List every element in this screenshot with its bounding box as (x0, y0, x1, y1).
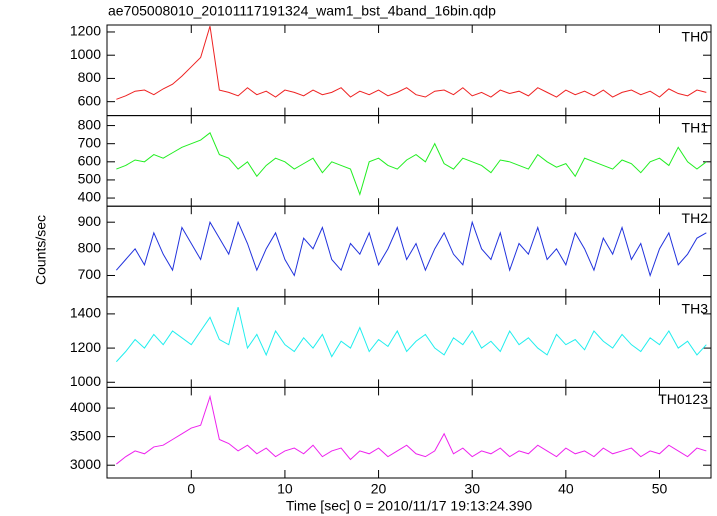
light-curve (116, 26, 707, 100)
x-tick-label: 40 (558, 481, 574, 497)
panel-frame (106, 205, 712, 298)
panel-label: TH3 (682, 301, 709, 317)
y-tick-label: 500 (78, 171, 102, 187)
x-tick-label: 10 (277, 481, 293, 497)
y-tick-label: 800 (78, 116, 102, 132)
chart-title: ae705008010_20101117191324_wam1_bst_4ban… (108, 3, 496, 19)
y-axis-label: Counts/sec (33, 215, 49, 285)
y-tick-label: 1200 (70, 339, 101, 355)
y-tick-label: 1000 (70, 46, 101, 62)
y-tick-label: 700 (78, 266, 102, 282)
x-tick-label: 50 (652, 481, 668, 497)
y-tick-label: 400 (78, 189, 102, 205)
panel-frame (106, 24, 712, 117)
light-curve (115, 220, 707, 278)
y-tick-label: 3500 (70, 427, 101, 443)
y-tick-label: 3000 (70, 456, 101, 472)
y-tick-label: 600 (78, 153, 102, 169)
y-tick-label: 900 (78, 213, 102, 229)
y-tick-label: 1400 (70, 305, 101, 321)
x-axis-label: Time [sec] 0 = 2010/11/17 19:13:24.390 (286, 498, 533, 514)
y-tick-label: 800 (78, 69, 102, 85)
y-tick-label: 1000 (70, 373, 101, 389)
panel-frame (106, 386, 712, 479)
light-curve (116, 394, 707, 465)
y-tick-label: 700 (78, 134, 102, 150)
x-tick-label: 0 (187, 481, 195, 497)
y-tick-label: 4000 (70, 399, 101, 415)
x-tick-label: 20 (371, 481, 387, 497)
panel-label: TH1 (682, 119, 709, 135)
panel-label: TH0123 (658, 391, 708, 407)
panel-label: TH0 (682, 29, 709, 45)
y-tick-label: 800 (78, 240, 102, 256)
panel-frame (106, 296, 712, 388)
panel-label: TH2 (682, 210, 709, 226)
y-tick-label: 600 (78, 92, 102, 108)
y-tick-label: 1200 (70, 23, 101, 39)
light-curve (116, 132, 707, 197)
x-tick-label: 30 (464, 481, 480, 497)
light-curve (115, 306, 707, 363)
